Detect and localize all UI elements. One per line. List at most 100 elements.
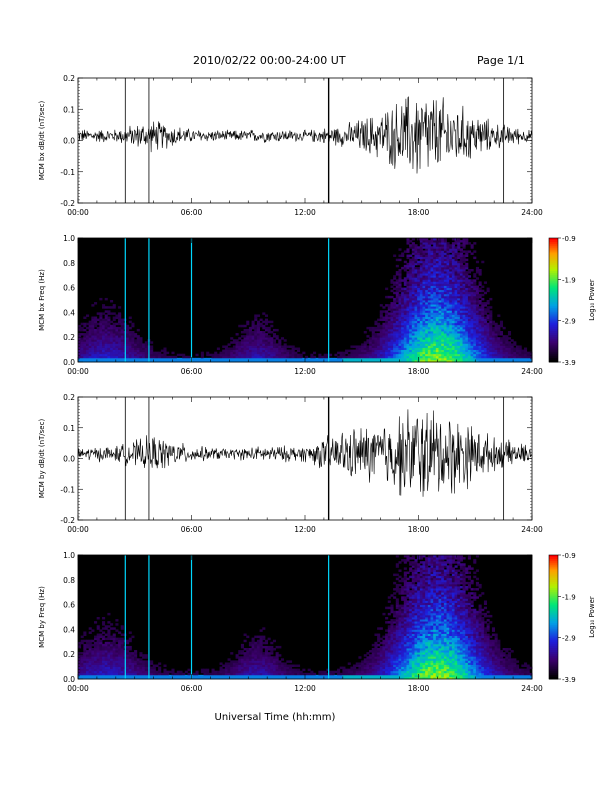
spectrogram-cell — [374, 359, 378, 363]
spectrogram-cell — [433, 244, 437, 247]
spectrogram-cell — [411, 281, 415, 284]
spectrogram-cell — [446, 264, 450, 268]
spectrogram-cell — [409, 341, 413, 344]
spectrogram-cell — [366, 349, 370, 353]
spectrogram-cell — [86, 672, 90, 676]
spectrogram-cell — [262, 326, 266, 330]
spectrogram-cell — [430, 285, 434, 288]
spectrogram-cell — [470, 324, 474, 328]
spectrogram-cell — [406, 341, 410, 344]
colorbar-step — [549, 295, 558, 299]
spectrogram-cell — [339, 353, 343, 357]
spectrogram-cell — [86, 357, 90, 361]
spectrogram-cell — [414, 269, 418, 272]
spectrogram-cell — [427, 351, 431, 355]
spectrogram-cell — [398, 359, 402, 363]
spectrogram-cell — [393, 357, 397, 361]
spectrogram-cell — [174, 676, 178, 680]
spectrogram-cell — [238, 660, 242, 663]
spectrogram-cell — [406, 349, 410, 353]
spectrogram-cell — [136, 359, 140, 363]
spectrogram-cell — [462, 250, 466, 253]
spectrogram-cell — [393, 281, 397, 284]
spectrogram-cell — [462, 304, 466, 307]
spectrogram-cell — [441, 337, 445, 340]
spectrogram-cell — [264, 337, 269, 340]
spectrogram-cell — [425, 339, 429, 342]
spectrogram-cell — [446, 349, 450, 353]
spectrogram-cell — [382, 337, 386, 340]
spectrogram-cell — [414, 349, 418, 353]
spectrogram-cell — [483, 281, 487, 284]
spectrogram-cell — [382, 326, 386, 330]
spectrogram-cell — [406, 312, 410, 315]
y-tick-label: -0.2 — [60, 199, 75, 208]
spectrogram-cell — [224, 668, 228, 672]
spectrogram-cell — [350, 672, 354, 676]
colorbar-step — [549, 324, 558, 328]
spectrogram-cell — [483, 302, 487, 305]
spectrogram-cell — [246, 351, 250, 355]
spectrogram-cell — [246, 347, 250, 350]
spectrogram-cell — [481, 318, 485, 322]
spectrogram-cell — [409, 287, 413, 291]
spectrogram-cell — [296, 355, 301, 359]
spectrogram-cell — [449, 322, 453, 326]
spectrogram-cell — [134, 650, 138, 653]
spectrogram-cell — [494, 328, 498, 332]
spectrogram-cell — [139, 355, 143, 359]
spectrogram-cell — [102, 664, 106, 667]
spectrogram-cell — [433, 300, 437, 303]
spectrogram-cell — [118, 314, 122, 317]
spectrogram-cell — [318, 355, 322, 359]
spectrogram-cell — [99, 658, 103, 661]
spectrogram-cell — [150, 676, 154, 680]
spectrogram-cell — [104, 322, 108, 326]
spectrogram-cell — [315, 676, 319, 680]
spectrogram-cell — [259, 648, 263, 651]
spectrogram-cell — [406, 248, 410, 251]
spectrogram-cell — [240, 355, 244, 359]
spectrogram-cell — [465, 353, 469, 357]
spectrogram-cell — [411, 322, 415, 326]
spectrogram-cell — [430, 347, 434, 350]
spectrogram-cell — [475, 285, 479, 288]
colorbar-step — [549, 291, 558, 295]
spectrogram-cell — [155, 353, 159, 357]
spectrogram-cell — [219, 674, 223, 678]
spectrogram-cell — [96, 645, 100, 649]
spectrogram-cell — [411, 331, 415, 334]
spectrogram-cell — [393, 277, 397, 280]
spectrogram-cell — [430, 349, 434, 353]
spectrogram-cell — [278, 668, 282, 672]
spectrogram-cell — [155, 676, 159, 680]
spectrogram-cell — [128, 662, 132, 665]
spectrogram-cell — [443, 316, 447, 319]
spectrogram-cell — [443, 283, 447, 286]
spectrogram-cell — [267, 320, 271, 324]
spectrogram-cell — [395, 326, 399, 330]
spectrogram-cell — [270, 331, 274, 334]
spectrogram-cell — [107, 658, 111, 661]
spectrogram-cell — [457, 353, 461, 357]
spectrogram-cell — [179, 357, 183, 361]
spectrogram-cell — [454, 304, 458, 307]
spectrogram-cell — [219, 355, 223, 359]
spectrogram-cell — [275, 676, 279, 680]
spectrogram-cell — [118, 353, 122, 357]
spectrogram-cell — [387, 328, 391, 332]
spectrogram-cell — [462, 266, 466, 270]
spectrogram-cell — [446, 320, 450, 324]
spectrogram-cell — [136, 337, 140, 340]
spectrogram-cell — [369, 349, 373, 353]
spectrogram-cell — [104, 297, 108, 301]
spectrogram-cell — [347, 676, 351, 680]
spectrogram-cell — [475, 293, 479, 297]
spectrogram-cell — [227, 351, 231, 355]
spectrogram-cell — [134, 662, 138, 665]
spectrogram-cell — [459, 351, 463, 355]
spectrogram-cell — [409, 283, 413, 286]
spectrogram-cell — [465, 312, 469, 315]
spectrogram-cell — [112, 639, 116, 643]
spectrogram-cell — [417, 331, 421, 334]
